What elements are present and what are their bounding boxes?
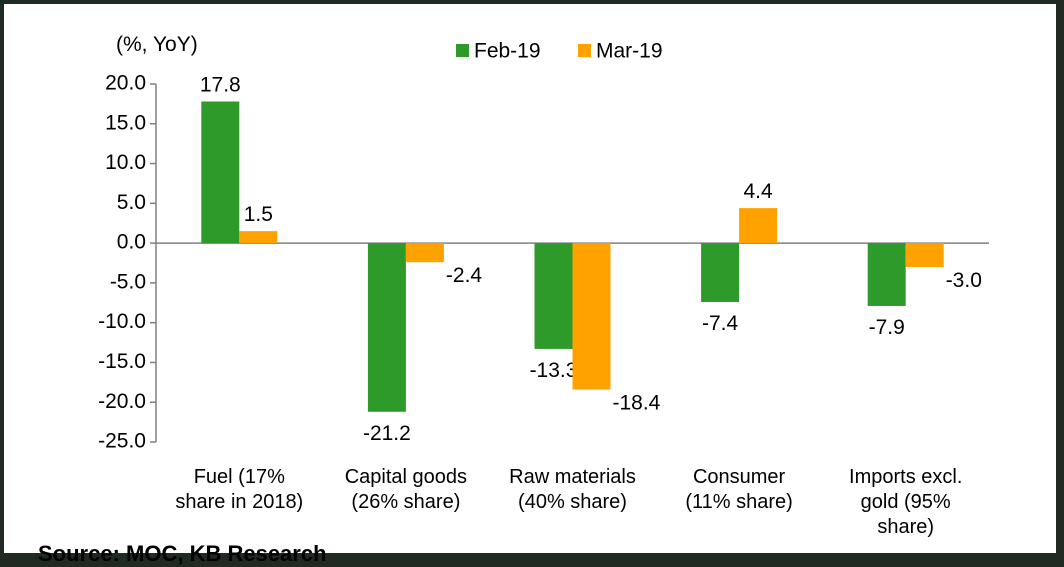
data-label: -2.4 — [446, 264, 483, 287]
data-label: -7.9 — [869, 316, 905, 339]
x-category-label: Fuel (17% — [194, 466, 285, 488]
x-category-label: Capital goods — [345, 466, 467, 488]
bar-mar-19-4 — [905, 243, 944, 267]
data-label: -7.4 — [702, 312, 739, 335]
y-tick-label: -25.0 — [98, 430, 146, 453]
bar-mar-19-3 — [739, 208, 778, 244]
data-label: -3.0 — [946, 269, 982, 292]
legend-label-feb-19: Feb-19 — [474, 40, 541, 63]
y-tick-label: 10.0 — [105, 151, 146, 174]
x-category-label: share in 2018) — [175, 491, 303, 513]
bar-feb-19-1 — [367, 243, 406, 412]
legend-label-mar-19: Mar-19 — [596, 40, 663, 63]
x-category-label: (40% share) — [518, 491, 627, 513]
data-label: -18.4 — [613, 391, 661, 414]
x-category-label: (26% share) — [351, 491, 460, 513]
x-category-label: gold (95% — [861, 491, 951, 513]
bar-mar-19-0 — [239, 231, 278, 244]
x-category-label: share) — [877, 516, 934, 538]
y-axis-unit-label: (%, YoY) — [116, 33, 198, 56]
data-label: -13.3 — [530, 359, 578, 382]
bar-feb-19-0 — [201, 101, 240, 244]
y-tick-label: -5.0 — [110, 270, 146, 293]
x-category-label: Imports excl. — [849, 466, 962, 488]
legend-swatch-mar-19 — [578, 44, 591, 57]
bar-chart: (%, YoY) 20.0 15.0 10.0 5.0 0.0 -5.0 -10.0 -15.0… — [98, 33, 989, 538]
y-tick-label: -10.0 — [98, 310, 146, 333]
y-tick-label: -15.0 — [98, 350, 146, 373]
bar-feb-19-4 — [867, 243, 906, 306]
y-tick-label: 0.0 — [117, 231, 146, 254]
data-label: 1.5 — [244, 203, 273, 226]
y-tick-label: 20.0 — [105, 72, 146, 95]
bar-mar-19-1 — [405, 243, 444, 263]
x-category-label: Consumer — [693, 466, 786, 488]
data-label: -21.2 — [363, 422, 411, 445]
bar-mar-19-2 — [572, 243, 611, 390]
bar-feb-19-2 — [534, 243, 573, 349]
x-category-label: Raw materials — [509, 466, 636, 488]
y-tick-label: 5.0 — [117, 191, 146, 214]
data-label: 17.8 — [200, 74, 241, 97]
y-tick-label: -20.0 — [98, 390, 146, 413]
legend-swatch-feb-19 — [456, 44, 469, 57]
source-note: Source: MOC, KB Research — [38, 541, 327, 566]
y-tick-label: 15.0 — [105, 111, 146, 134]
chart-panel: (%, YoY) 20.0 15.0 10.0 5.0 0.0 -5.0 -10.0 -15.0… — [4, 4, 1056, 566]
bar-feb-19-3 — [701, 243, 740, 302]
data-label: 4.4 — [743, 180, 773, 203]
x-category-label: (11% share) — [685, 491, 792, 513]
